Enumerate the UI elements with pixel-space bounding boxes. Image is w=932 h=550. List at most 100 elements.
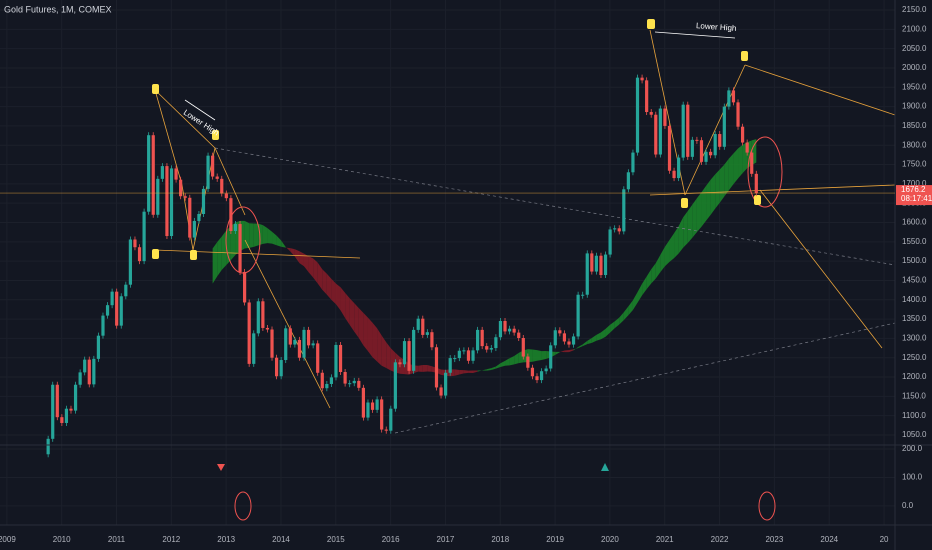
ribbon-segment	[249, 223, 254, 248]
ribbon-segment	[719, 164, 725, 203]
ribbon-segment	[486, 368, 492, 371]
ribbon-segment	[463, 370, 469, 374]
ribbon-segment	[582, 340, 588, 347]
ribbon-segment	[706, 179, 711, 221]
ribbon-segment	[230, 222, 236, 261]
ribbon-segment	[532, 349, 537, 362]
pivot-marker	[681, 198, 688, 208]
y-tick-label: 1600.0	[902, 218, 927, 227]
x-tick-label: 2018	[491, 535, 509, 544]
x-tick-label: 2012	[162, 535, 180, 544]
trend-line	[154, 89, 216, 149]
ribbon-segment	[669, 233, 675, 262]
trend-line	[684, 64, 746, 196]
ribbon-segment	[367, 317, 373, 358]
ribbon-segment	[637, 283, 643, 303]
x-tick-label: 2011	[108, 535, 126, 544]
ribbon-segment	[591, 334, 597, 343]
ribbon-segment	[678, 217, 684, 254]
y-tick-label: 2050.0	[902, 44, 927, 53]
y-tick-label: 1350.0	[902, 314, 927, 323]
ribbon-segment	[422, 364, 428, 372]
highlight-circle	[747, 136, 783, 208]
trend-line	[394, 322, 896, 434]
ribbon-segment	[728, 153, 734, 191]
ribbon-segment	[468, 370, 474, 374]
x-tick-label: 2009	[0, 535, 16, 544]
ribbon-segment	[610, 321, 615, 333]
ribbon-segment	[477, 370, 483, 372]
x-tick-label: 2015	[327, 535, 345, 544]
arrow	[654, 31, 736, 39]
ribbon-segment	[313, 258, 318, 284]
ribbon-segment	[308, 256, 314, 278]
x-tick-label: 2022	[711, 535, 729, 544]
y-tick-label: 1250.0	[902, 353, 927, 362]
ribbon-segment	[664, 239, 670, 267]
ribbon-segment	[564, 350, 569, 353]
ribbon-segment	[349, 298, 355, 332]
arrow	[184, 99, 216, 121]
y-tick-label: 1100.0	[902, 411, 926, 420]
highlight-circle	[225, 206, 261, 274]
ribbon-segment	[322, 269, 327, 295]
ribbon-segment	[710, 174, 716, 215]
x-tick-label: 2013	[217, 535, 235, 544]
ribbon-segment	[272, 231, 277, 246]
drawings: Lower High Lower High	[152, 19, 896, 521]
ribbon-segment	[559, 350, 565, 353]
y-tick-label: 2100.0	[902, 24, 927, 33]
ribbon-segment	[427, 364, 432, 372]
x-tick-label: 2016	[382, 535, 400, 544]
x-tick-label: 2024	[820, 535, 838, 544]
ribbon-segment	[262, 225, 268, 244]
pivot-marker	[647, 19, 655, 29]
trend-line	[181, 184, 194, 251]
ribbon-segment	[299, 251, 304, 267]
pivot-marker	[754, 195, 761, 205]
ribbon-segment	[377, 328, 382, 366]
highlight-circle	[234, 491, 252, 521]
y-tick-label: 1450.0	[902, 276, 927, 285]
y-tick-label: 1300.0	[902, 333, 927, 342]
ribbon-segment	[505, 358, 510, 366]
x-tick-label: 2019	[546, 535, 564, 544]
ribbon-segment	[541, 351, 547, 360]
ribbon-segment	[655, 254, 661, 279]
ribbon-segment	[509, 355, 515, 366]
y2-tick-label: 0.0	[902, 501, 914, 510]
ribbon-segment	[363, 312, 368, 352]
ribbon-segment	[267, 228, 273, 244]
highlight-circle	[758, 491, 776, 521]
ribbon-segment	[372, 322, 378, 362]
y-tick-label: 1150.0	[902, 391, 926, 400]
ribbon-segment	[632, 292, 638, 310]
ribbon-segment	[715, 169, 720, 209]
ribbon-segment	[326, 273, 332, 300]
x-tick-label: 2021	[656, 535, 674, 544]
trend-line	[214, 147, 896, 266]
ribbon-segment	[294, 249, 300, 264]
y2-tick-label: 100.0	[902, 473, 923, 482]
ribbon-segment	[596, 332, 601, 341]
axes: 1050.0 1100.0 1150.0 1200.0 1250.0 1300.0 1350…	[0, 5, 932, 544]
ribbon-segment	[642, 276, 647, 296]
y-tick-label: 1700.0	[902, 179, 927, 188]
pivot-marker	[212, 130, 219, 140]
ribbon-segment	[473, 370, 478, 374]
pivot-marker	[152, 249, 159, 259]
signal-marker	[601, 463, 609, 471]
ribbon-segment	[692, 198, 697, 238]
ribbon-segment	[381, 335, 387, 368]
ribbon-segment	[724, 158, 729, 197]
ribbon-segment	[358, 308, 364, 346]
trend-line	[244, 239, 331, 409]
ribbon-segment	[555, 351, 560, 355]
ribbon-segment	[573, 347, 579, 351]
ribbon-segment	[335, 283, 341, 311]
countdown-label: 08:17:41	[901, 194, 932, 203]
ribbon-segment	[733, 148, 739, 185]
ribbon-segment	[276, 235, 282, 247]
x-tick-label: 2020	[601, 535, 619, 544]
ribbon-segment	[674, 226, 679, 259]
